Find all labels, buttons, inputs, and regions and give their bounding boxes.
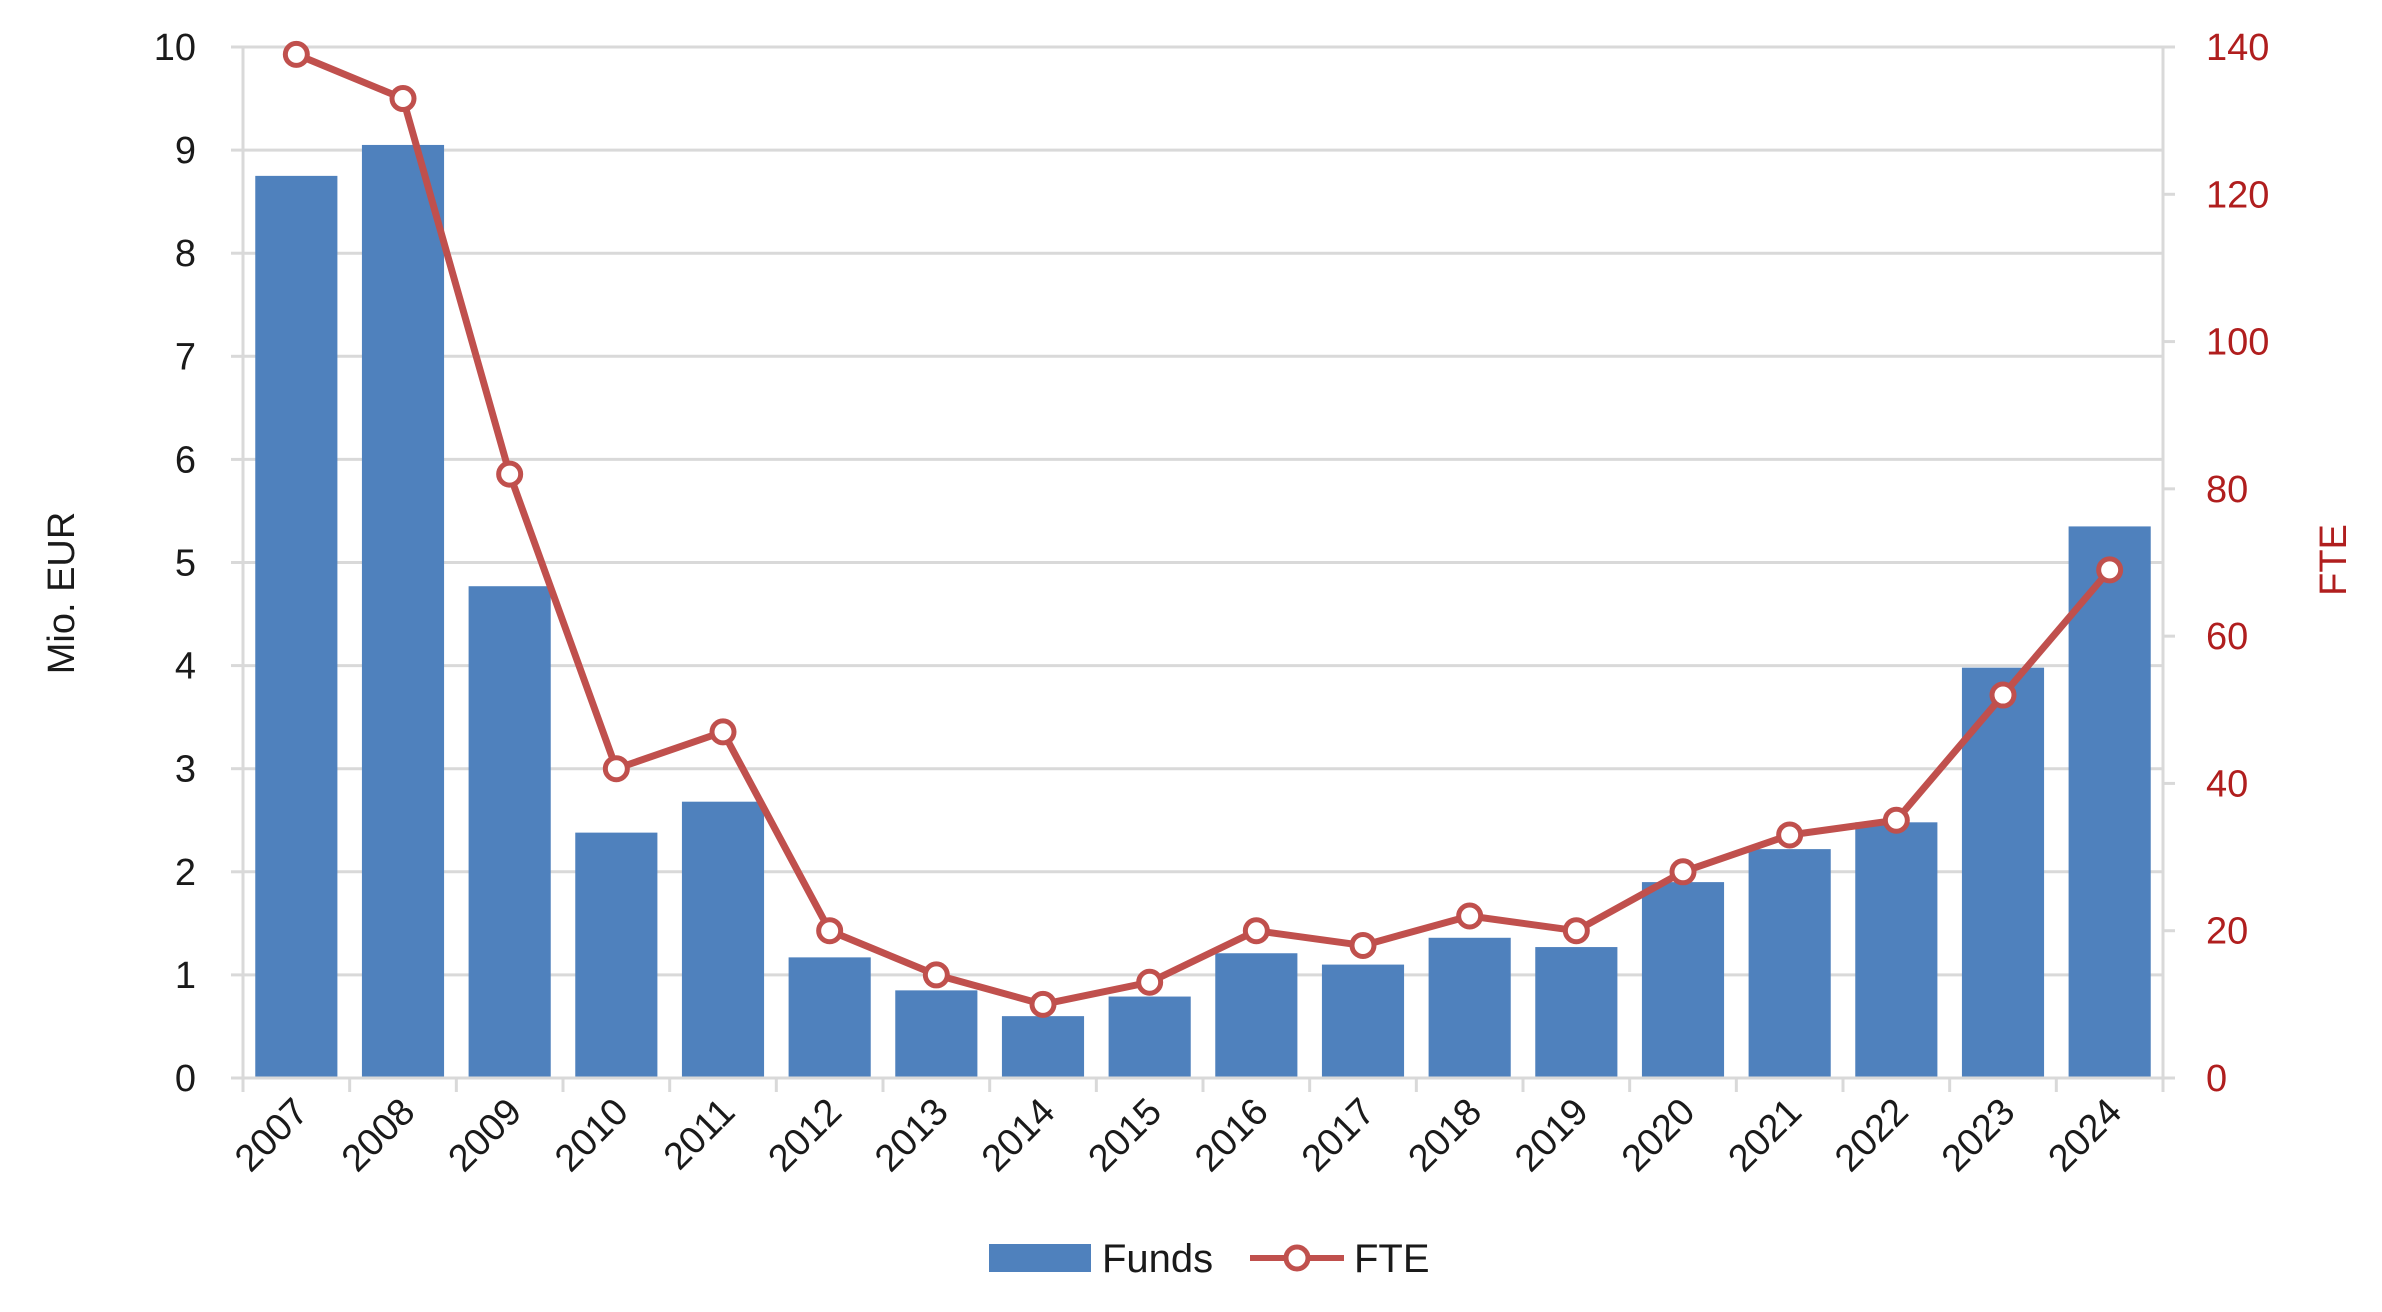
funds-bar [361,144,445,1078]
y-tick-label-left: 2 [175,852,196,894]
x-tick-label: 2020 [1614,1091,1703,1180]
funds-bar [1748,849,1831,1078]
x-tick-label: 2009 [441,1091,530,1180]
x-tick-label: 2014 [974,1091,1063,1180]
y-tick-label-right: 80 [2206,469,2248,511]
funds-bar [788,957,871,1078]
funds-bar [1855,822,1938,1078]
funds-bar [681,801,765,1078]
y-tick-label-left: 6 [175,439,196,481]
fte-line-path [292,50,2114,1008]
funds-bar [2068,526,2151,1078]
fte-point [709,718,737,746]
funds-bar [895,990,978,1078]
funds-bar [1215,953,1298,1078]
fte-point [496,460,524,488]
x-tick-label: 2019 [1507,1091,1596,1180]
funds-bar [1321,964,1405,1078]
y-tick-label-right: 140 [2206,27,2269,69]
y-tick-label-left: 8 [175,233,196,275]
legend-funds-label: Funds [1102,1237,1213,1281]
y-tick-label-right: 0 [2206,1058,2227,1100]
x-tick-label: 2024 [2041,1091,2130,1180]
funds-bar [468,586,551,1078]
fte-point [1562,917,1590,945]
funds-bar [1001,1016,1085,1078]
fte-point [1456,902,1484,930]
fte-point [2096,556,2124,584]
axes [231,45,2175,1092]
x-tick-label: 2022 [1827,1091,1916,1180]
gridlines [243,45,2163,977]
x-tick-label: 2016 [1187,1091,1276,1180]
funds-bars [255,144,2151,1078]
legend-fte-label: FTE [1354,1237,1430,1281]
y-tick-label-left: 0 [175,1058,196,1100]
y-tick-label-right: 60 [2206,616,2248,658]
fte-point [1242,917,1270,945]
x-tick-label: 2015 [1081,1091,1170,1180]
y-tick-label-right: 20 [2206,911,2248,953]
fte-point [389,85,417,113]
funds-bar [575,832,658,1078]
y-tick-label-right: 100 [2206,322,2269,364]
legend: Funds FTE [989,1237,1430,1281]
x-tick-label: 2013 [867,1091,956,1180]
funds-bar [1961,667,2045,1078]
funds-bar [255,175,338,1078]
x-tick-label: 2018 [1401,1091,1490,1180]
fte-point [1029,990,1057,1018]
x-tick-label: 2010 [547,1091,636,1180]
funds-bar [1108,996,1191,1078]
y-tick-label-left: 4 [175,646,196,688]
y-tick-label-left: 5 [175,543,196,585]
funds-bar [1428,937,1511,1078]
y-axis-title-left: Mio. EUR [41,512,83,675]
fte-point [282,40,310,68]
y-tick-label-right: 120 [2206,174,2269,216]
fte-point [1776,821,1804,849]
y-tick-label-right: 40 [2206,763,2248,805]
y-tick-label-left: 10 [154,27,196,69]
x-tick-label: 2017 [1294,1091,1383,1180]
fte-point [922,961,950,989]
x-tick-label: 2021 [1721,1091,1810,1180]
fte-point [816,917,844,945]
x-tick-label: 2008 [334,1091,423,1180]
legend-fte-marker [1283,1244,1311,1272]
y-tick-label-left: 9 [175,130,196,172]
fte-line [282,40,2124,1018]
x-tick-label: 2012 [761,1091,850,1180]
y-tick-label-left: 3 [175,749,196,791]
fte-point [1882,806,1910,834]
y-tick-label-left: 1 [175,955,196,997]
x-tick-label: 2007 [227,1091,316,1180]
fte-point [1349,931,1377,959]
fte-point [1669,858,1697,886]
y-tick-label-left: 7 [175,336,196,378]
funds-bar [1535,947,1618,1078]
funds-bar [1641,882,1725,1078]
x-tick-label: 2023 [1934,1091,2023,1180]
fte-point [1136,968,1164,996]
fte-point [602,755,630,783]
y-axis-title-right: FTE [2313,524,2355,596]
fte-point [1989,681,2017,709]
x-tick-label: 2011 [656,1091,743,1178]
legend-funds-swatch [989,1244,1091,1272]
